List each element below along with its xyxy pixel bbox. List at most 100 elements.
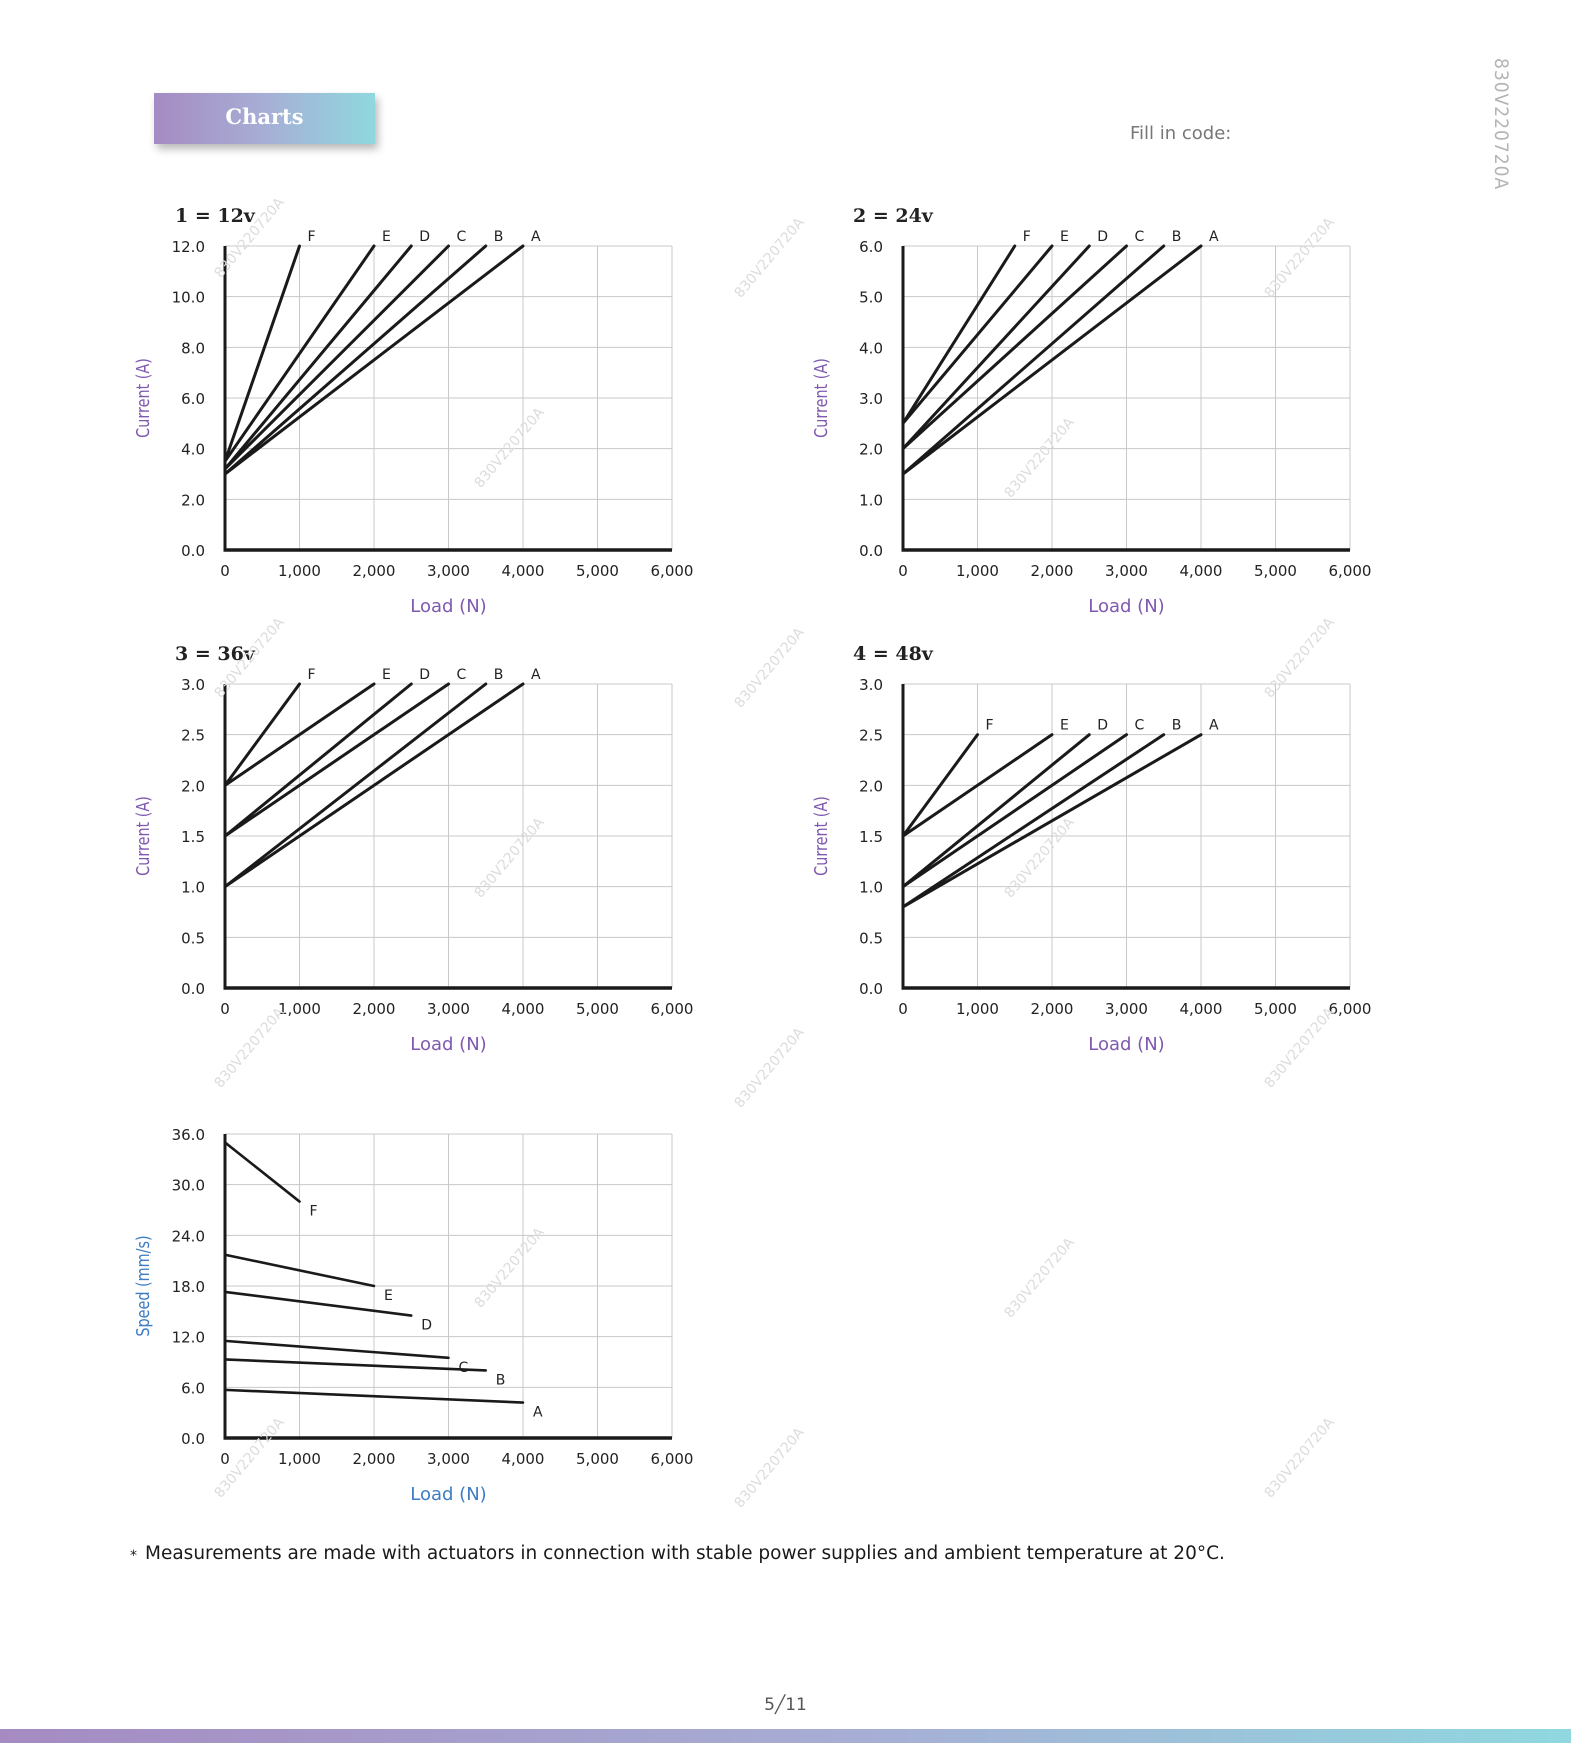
- x-tick-label: 5,000: [1254, 562, 1297, 580]
- y-tick-label: 6.0: [859, 238, 883, 256]
- y-tick-label: 1.5: [859, 828, 883, 846]
- series-line-C: [223, 1339, 450, 1360]
- series-label-A: A: [531, 667, 541, 683]
- series-line-A: [223, 244, 525, 476]
- chart-title: 4 = 48v: [853, 643, 934, 665]
- x-tick-label: 1,000: [278, 1450, 321, 1468]
- series-line-A: [901, 244, 1203, 476]
- x-axis-label: Load (N): [410, 1034, 486, 1055]
- series-label-F: F: [310, 1204, 318, 1220]
- series-line-E: [901, 733, 1054, 838]
- series-label-B: B: [494, 229, 504, 245]
- series-line-C: [223, 244, 450, 471]
- x-tick-label: 1,000: [278, 1000, 321, 1018]
- chart-svg: 2 = 24v 0.0 1.0 2.0 3.0 4.0 5.0 6.0 0 1,000 2,000 3…: [810, 205, 1372, 617]
- series-label-C: C: [1135, 718, 1145, 734]
- y-tick-label: 12.0: [172, 238, 205, 256]
- series-label-E: E: [382, 667, 391, 683]
- chart-title: 1 = 12v: [175, 205, 256, 227]
- series-line-A: [223, 682, 525, 889]
- series-line-C: [223, 682, 450, 838]
- series-line-B: [223, 244, 488, 476]
- chart-title: 2 = 24v: [853, 205, 934, 227]
- x-tick-label: 2,000: [353, 1000, 396, 1018]
- y-tick-label: 1.5: [181, 828, 205, 846]
- x-tick-label: 4,000: [1180, 562, 1223, 580]
- y-tick-label: 2.0: [181, 491, 205, 509]
- series-label-D: D: [1097, 229, 1108, 245]
- y-axis-label: Current (A): [810, 796, 831, 876]
- x-tick-label: 3,000: [427, 1000, 470, 1018]
- chart-title: 3 = 36v: [175, 643, 256, 665]
- series-line-F: [223, 682, 301, 787]
- y-tick-label: 0.0: [859, 980, 883, 998]
- footnote-text: Measurements are made with actuators in …: [145, 1543, 1225, 1564]
- x-tick-label: 5,000: [576, 1450, 619, 1468]
- series-label-A: A: [533, 1405, 543, 1421]
- y-axis-label: Current (A): [132, 358, 153, 438]
- footnote-marker: *: [130, 1548, 137, 1564]
- x-tick-label: 2,000: [353, 562, 396, 580]
- footnote: * Measurements are made with actuators in…: [130, 1543, 1225, 1564]
- y-tick-label: 0.0: [181, 980, 205, 998]
- y-tick-label: 0.5: [181, 929, 205, 947]
- y-tick-label: 4.0: [859, 339, 883, 357]
- series-label-E: E: [1060, 718, 1069, 734]
- chart-speed: 0.0 6.0 12.0 18.0 24.0 30.0 36.0 0 1,000 2,000 3,0…: [110, 1086, 750, 1526]
- series-line-B: [223, 682, 488, 889]
- y-axis-label: Current (A): [132, 796, 153, 876]
- y-tick-label: 1.0: [181, 879, 205, 897]
- x-tick-label: 0: [220, 1450, 230, 1468]
- x-tick-label: 0: [898, 1000, 908, 1018]
- x-tick-label: 6,000: [651, 1000, 694, 1018]
- x-axis-label: Load (N): [410, 596, 486, 617]
- chart-svg: 0.0 6.0 12.0 18.0 24.0 30.0 36.0 0 1,000 2,000 3,0…: [132, 1126, 693, 1505]
- x-tick-label: 6,000: [1329, 1000, 1372, 1018]
- y-axis-label: Speed (mm/s): [132, 1235, 153, 1336]
- series-line-D: [223, 1290, 413, 1317]
- x-tick-label: 3,000: [1105, 562, 1148, 580]
- y-tick-label: 36.0: [172, 1126, 205, 1144]
- y-tick-label: 3.0: [859, 676, 883, 694]
- y-tick-label: 3.0: [859, 390, 883, 408]
- series-label-B: B: [1172, 229, 1182, 245]
- page-number: 5╱11: [764, 1695, 807, 1715]
- series-label-B: B: [494, 667, 504, 683]
- x-tick-label: 5,000: [1254, 1000, 1297, 1018]
- y-tick-label: 10.0: [172, 289, 205, 307]
- x-tick-label: 3,000: [427, 562, 470, 580]
- y-tick-label: 18.0: [172, 1278, 205, 1296]
- series-label-C: C: [459, 1360, 469, 1376]
- series-line-B: [901, 244, 1166, 476]
- x-tick-label: 4,000: [1180, 1000, 1223, 1018]
- series-line-D: [223, 682, 413, 838]
- y-tick-label: 1.0: [859, 491, 883, 509]
- series-line-D: [901, 733, 1091, 889]
- series-line-F: [223, 244, 301, 463]
- series-label-F: F: [308, 667, 316, 683]
- x-tick-label: 4,000: [502, 1450, 545, 1468]
- y-tick-label: 24.0: [172, 1227, 205, 1245]
- x-tick-label: 2,000: [353, 1450, 396, 1468]
- x-tick-label: 1,000: [956, 1000, 999, 1018]
- series-label-F: F: [986, 718, 994, 734]
- y-tick-label: 3.0: [181, 676, 205, 694]
- y-tick-label: 2.0: [859, 777, 883, 795]
- y-tick-label: 6.0: [181, 390, 205, 408]
- y-tick-label: 6.0: [181, 1379, 205, 1397]
- series-line-A: [223, 1388, 525, 1404]
- y-tick-label: 0.5: [859, 929, 883, 947]
- series-label-E: E: [1060, 229, 1069, 245]
- series-label-B: B: [496, 1372, 506, 1388]
- document-code: 830V220720A: [1490, 58, 1512, 191]
- x-tick-label: 5,000: [576, 1000, 619, 1018]
- x-tick-label: 4,000: [502, 1000, 545, 1018]
- series-label-E: E: [382, 229, 391, 245]
- y-tick-label: 1.0: [859, 879, 883, 897]
- x-tick-label: 6,000: [1329, 562, 1372, 580]
- y-tick-label: 8.0: [181, 339, 205, 357]
- series-line-D: [223, 244, 413, 471]
